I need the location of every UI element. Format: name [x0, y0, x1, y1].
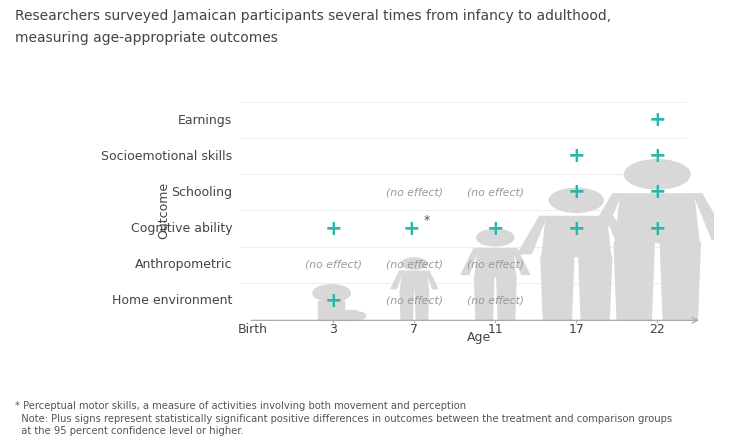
Circle shape: [402, 258, 427, 269]
Text: +: +: [567, 147, 585, 167]
Polygon shape: [518, 216, 546, 254]
Circle shape: [477, 229, 514, 246]
Text: Socioemotional skills: Socioemotional skills: [101, 150, 233, 163]
Polygon shape: [615, 194, 699, 243]
Text: +: +: [486, 218, 504, 238]
Polygon shape: [426, 271, 438, 289]
Text: +: +: [567, 183, 585, 202]
Text: Cognitive ability: Cognitive ability: [130, 222, 233, 235]
Polygon shape: [415, 290, 428, 320]
Text: (no effect): (no effect): [386, 187, 443, 198]
Text: Note: Plus signs represent statistically significant positive differences in out: Note: Plus signs represent statistically…: [15, 414, 672, 424]
Circle shape: [313, 285, 350, 301]
Text: * Perceptual motor skills, a measure of activities involving both movement and p: * Perceptual motor skills, a measure of …: [15, 401, 466, 411]
Text: (no effect): (no effect): [467, 260, 524, 269]
Polygon shape: [693, 194, 729, 239]
Polygon shape: [400, 271, 428, 290]
Polygon shape: [497, 276, 516, 320]
Circle shape: [624, 160, 690, 189]
Circle shape: [549, 188, 604, 212]
Text: +: +: [325, 291, 342, 311]
Text: 17: 17: [568, 323, 584, 336]
Polygon shape: [475, 249, 515, 276]
Text: Researchers surveyed Jamaican participants several times from infancy to adultho: Researchers surveyed Jamaican participan…: [15, 9, 611, 23]
Polygon shape: [318, 310, 357, 315]
Text: (no effect): (no effect): [386, 295, 443, 306]
Text: *: *: [423, 214, 430, 227]
Text: (no effect): (no effect): [467, 187, 524, 198]
Text: (no effect): (no effect): [305, 260, 362, 269]
Polygon shape: [513, 249, 529, 274]
Polygon shape: [614, 243, 654, 320]
Polygon shape: [461, 249, 478, 274]
Polygon shape: [318, 301, 344, 310]
Polygon shape: [318, 315, 355, 320]
Text: 11: 11: [487, 323, 503, 336]
Text: Outcome: Outcome: [157, 182, 170, 239]
Polygon shape: [660, 243, 701, 320]
Text: Home environment: Home environment: [112, 294, 233, 307]
Text: Anthropometric: Anthropometric: [135, 258, 233, 271]
Text: Age: Age: [467, 331, 491, 344]
Text: +: +: [648, 147, 666, 167]
Text: (no effect): (no effect): [386, 260, 443, 269]
Text: +: +: [648, 183, 666, 202]
Text: Schooling: Schooling: [171, 186, 233, 199]
Polygon shape: [606, 216, 634, 254]
Text: (no effect): (no effect): [467, 295, 524, 306]
Polygon shape: [541, 256, 574, 320]
Polygon shape: [542, 216, 611, 256]
Text: at the 95 percent confidence level or higher.: at the 95 percent confidence level or hi…: [15, 426, 244, 436]
Text: 22: 22: [649, 323, 665, 336]
Polygon shape: [475, 276, 494, 320]
Circle shape: [349, 312, 366, 319]
Text: +: +: [567, 218, 585, 238]
Text: 7: 7: [411, 323, 418, 336]
Text: 3: 3: [330, 323, 337, 336]
Polygon shape: [578, 256, 612, 320]
Text: +: +: [403, 218, 420, 238]
Text: Birth: Birth: [238, 323, 267, 336]
Polygon shape: [391, 271, 403, 289]
Text: +: +: [648, 218, 666, 238]
Text: measuring age-appropriate outcomes: measuring age-appropriate outcomes: [15, 31, 277, 45]
Polygon shape: [586, 194, 620, 239]
Text: +: +: [325, 218, 342, 238]
Polygon shape: [400, 290, 414, 320]
Text: Earnings: Earnings: [178, 114, 233, 127]
Text: +: +: [648, 110, 666, 131]
